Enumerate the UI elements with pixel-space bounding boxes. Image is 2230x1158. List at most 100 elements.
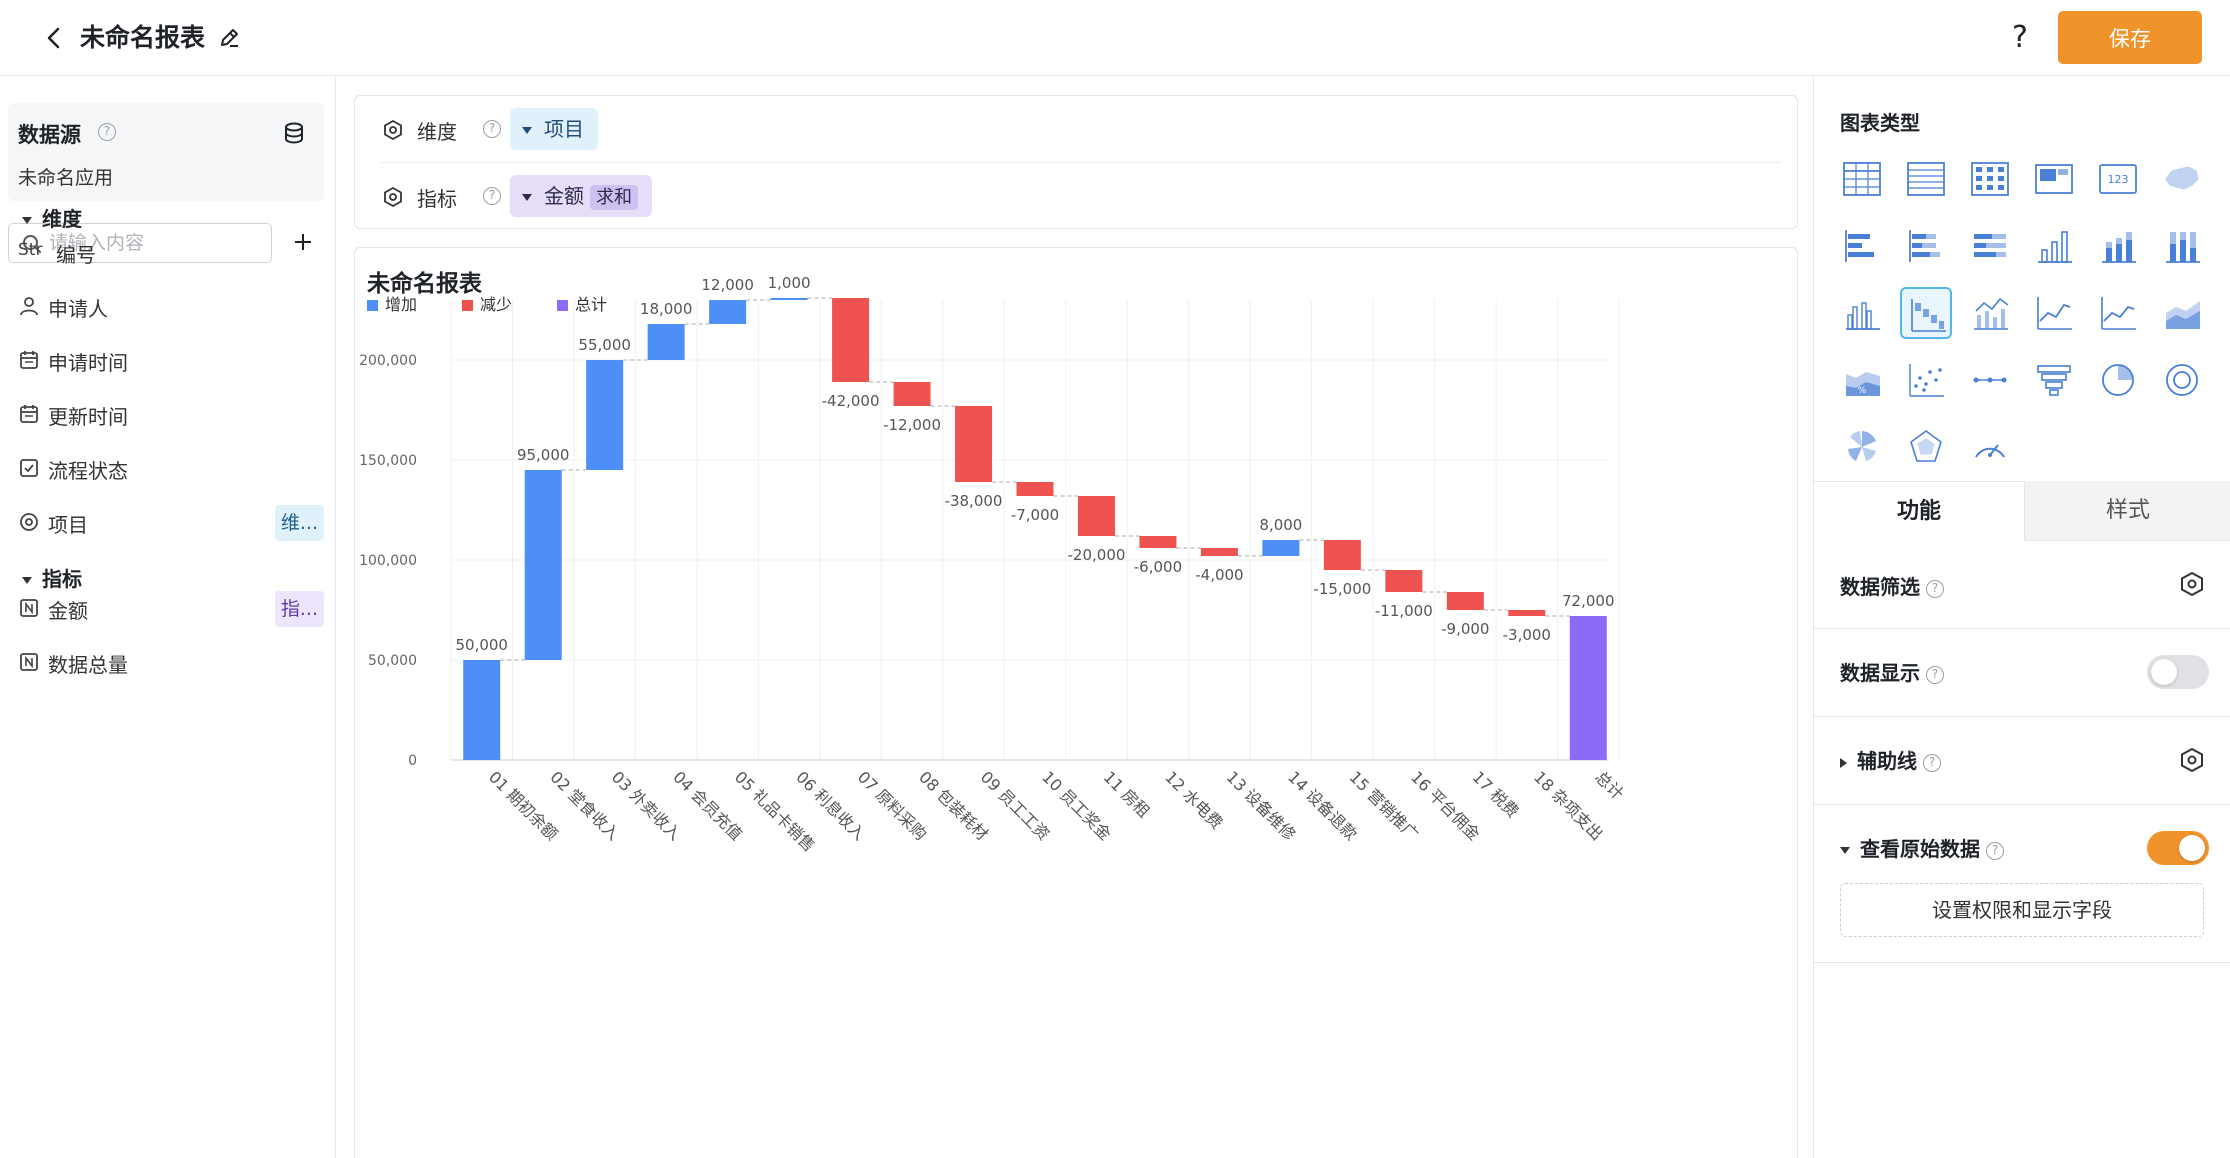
grouped-column-icon[interactable] xyxy=(1836,287,1888,339)
chart-type-glyph xyxy=(1845,230,1874,262)
data-label: -38,000 xyxy=(945,492,1003,510)
metric-row: 指标 ? 金额 求和 xyxy=(381,175,1781,219)
field-panel: 数据源 ? 未命名应用 维度 Str 编号 申请人 申请时间 更新时间 流程状态… xyxy=(0,77,336,1158)
line-icon[interactable] xyxy=(2028,287,2080,339)
data-display-section: 数据显示? xyxy=(1814,629,2230,717)
stacked-area-icon[interactable] xyxy=(2156,287,2208,339)
gear-icon[interactable] xyxy=(2179,747,2205,773)
map-icon[interactable] xyxy=(2156,153,2208,205)
chart-type-glyph xyxy=(2102,364,2134,396)
metric-chip[interactable]: 金额 求和 xyxy=(510,175,652,217)
combo-icon[interactable] xyxy=(1964,287,2016,339)
tab-style[interactable]: 样式 xyxy=(2024,481,2230,541)
aux-line-label[interactable]: 辅助线? xyxy=(1840,745,1941,774)
add-field-icon[interactable] xyxy=(288,227,318,257)
search-input[interactable] xyxy=(49,230,259,256)
x-tick-label: 11 房租 xyxy=(1100,767,1154,821)
caret-down-icon xyxy=(1840,847,1850,854)
help-icon[interactable]: ? xyxy=(1986,841,2004,860)
edit-title-icon[interactable] xyxy=(216,24,244,52)
gear-icon[interactable] xyxy=(2179,571,2205,597)
gauge-icon[interactable] xyxy=(1964,421,2016,473)
back-icon[interactable] xyxy=(38,22,70,54)
chart-type-glyph: 123 xyxy=(2099,164,2137,194)
help-button[interactable]: ? xyxy=(2012,20,2028,55)
help-icon[interactable]: ? xyxy=(1923,753,1941,772)
permission-settings-button[interactable]: 设置权限和显示字段 xyxy=(1840,883,2204,937)
rose-icon[interactable] xyxy=(1836,421,1888,473)
help-icon[interactable]: ? xyxy=(98,123,116,141)
help-icon[interactable]: ? xyxy=(483,187,501,205)
dimension-icon xyxy=(384,119,402,141)
tab-function[interactable]: 功能 xyxy=(1814,481,2024,541)
table-icon[interactable] xyxy=(1836,153,1888,205)
legend-label: 增加 xyxy=(385,295,417,314)
percent-bar-h-icon[interactable] xyxy=(1964,220,2016,272)
dimension-chip[interactable]: 项目 xyxy=(510,108,598,150)
waterfall-chart: 增加 减少 总计050,000100,000150,000200,00050,000… xyxy=(359,274,1627,855)
waterfall-bar xyxy=(586,360,624,470)
metric-group-toggle[interactable]: 指标 xyxy=(22,563,82,592)
number-icon xyxy=(20,599,38,617)
calendar-icon xyxy=(20,405,38,423)
datasource-card: 数据源 ? 未命名应用 xyxy=(8,103,324,201)
chart-type-glyph xyxy=(2037,365,2071,396)
chart-type-glyph xyxy=(2038,231,2072,263)
metric-label: 指标 xyxy=(417,187,457,211)
x-tick-label: 总计 xyxy=(1591,767,1627,803)
waterfall-bar xyxy=(1508,610,1546,616)
dimension-group-toggle[interactable]: 维度 xyxy=(22,203,82,232)
field-item-flow-status[interactable]: 流程状态 xyxy=(18,451,324,487)
help-icon[interactable]: ? xyxy=(1926,579,1944,598)
percent-area-icon[interactable]: % xyxy=(1836,354,1888,406)
pivot-table-icon[interactable] xyxy=(1964,153,2016,205)
aggregation-badge[interactable]: 求和 xyxy=(590,185,638,210)
x-tick-label: 12 水电费 xyxy=(1161,767,1226,832)
chart-type-glyph xyxy=(2101,297,2136,330)
pie-icon[interactable] xyxy=(2092,354,2144,406)
panel-tabs: 功能 样式 xyxy=(1814,481,2230,541)
radar-icon[interactable] xyxy=(1900,421,1952,473)
legend-label: 减少 xyxy=(480,295,512,314)
database-icon[interactable] xyxy=(280,119,308,147)
string-icon: Str xyxy=(18,240,43,260)
field-item-applicant[interactable]: 申请人 xyxy=(18,289,324,325)
stacked-column-icon[interactable] xyxy=(2092,220,2144,272)
field-item-update-time[interactable]: 更新时间 xyxy=(18,397,324,433)
number-card-icon[interactable]: 123 xyxy=(2092,153,2144,205)
chart-type-glyph xyxy=(1909,364,1944,397)
donut-icon[interactable] xyxy=(2156,354,2208,406)
chart-type-glyph xyxy=(2166,232,2200,263)
field-item-project[interactable]: 项目 维... xyxy=(18,505,324,541)
view-raw-toggle[interactable] xyxy=(2147,831,2209,865)
save-button[interactable]: 保存 xyxy=(2058,11,2202,64)
help-icon[interactable]: ? xyxy=(1926,665,1944,684)
help-icon[interactable]: ? xyxy=(483,120,501,138)
kpi-card-icon[interactable] xyxy=(2028,153,2080,205)
funnel-icon[interactable] xyxy=(2028,354,2080,406)
data-display-toggle[interactable] xyxy=(2147,655,2209,689)
scatter-icon[interactable] xyxy=(1900,354,1952,406)
chart-type-glyph xyxy=(1907,162,1945,196)
caret-down-icon xyxy=(522,127,532,134)
field-item-apply-time[interactable]: 申请时间 xyxy=(18,343,324,379)
field-item-record-count[interactable]: 数据总量 xyxy=(18,645,324,681)
x-tick-label: 17 税费 xyxy=(1468,767,1522,821)
column-icon[interactable] xyxy=(2028,220,2080,272)
waterfall-icon[interactable] xyxy=(1900,287,1952,339)
area-icon[interactable] xyxy=(2092,287,2144,339)
page-title: 未命名报表 xyxy=(80,23,206,52)
dot-line-icon[interactable] xyxy=(1964,354,2016,406)
bar-h-icon[interactable] xyxy=(1836,220,1888,272)
view-raw-label[interactable]: 查看原始数据? xyxy=(1840,833,2004,862)
metric-chip-label: 金额 xyxy=(544,184,584,208)
chart-type-glyph xyxy=(2165,166,2199,190)
field-item-id[interactable]: Str 编号 xyxy=(18,235,324,271)
percent-column-icon[interactable] xyxy=(2156,220,2208,272)
stacked-bar-h-icon[interactable] xyxy=(1900,220,1952,272)
detail-table-icon[interactable] xyxy=(1900,153,1952,205)
legend-label: 总计 xyxy=(575,295,607,314)
chart-type-glyph xyxy=(2166,301,2200,329)
caret-right-icon xyxy=(1840,757,1847,768)
field-item-amount[interactable]: 金额 指... xyxy=(18,591,324,627)
